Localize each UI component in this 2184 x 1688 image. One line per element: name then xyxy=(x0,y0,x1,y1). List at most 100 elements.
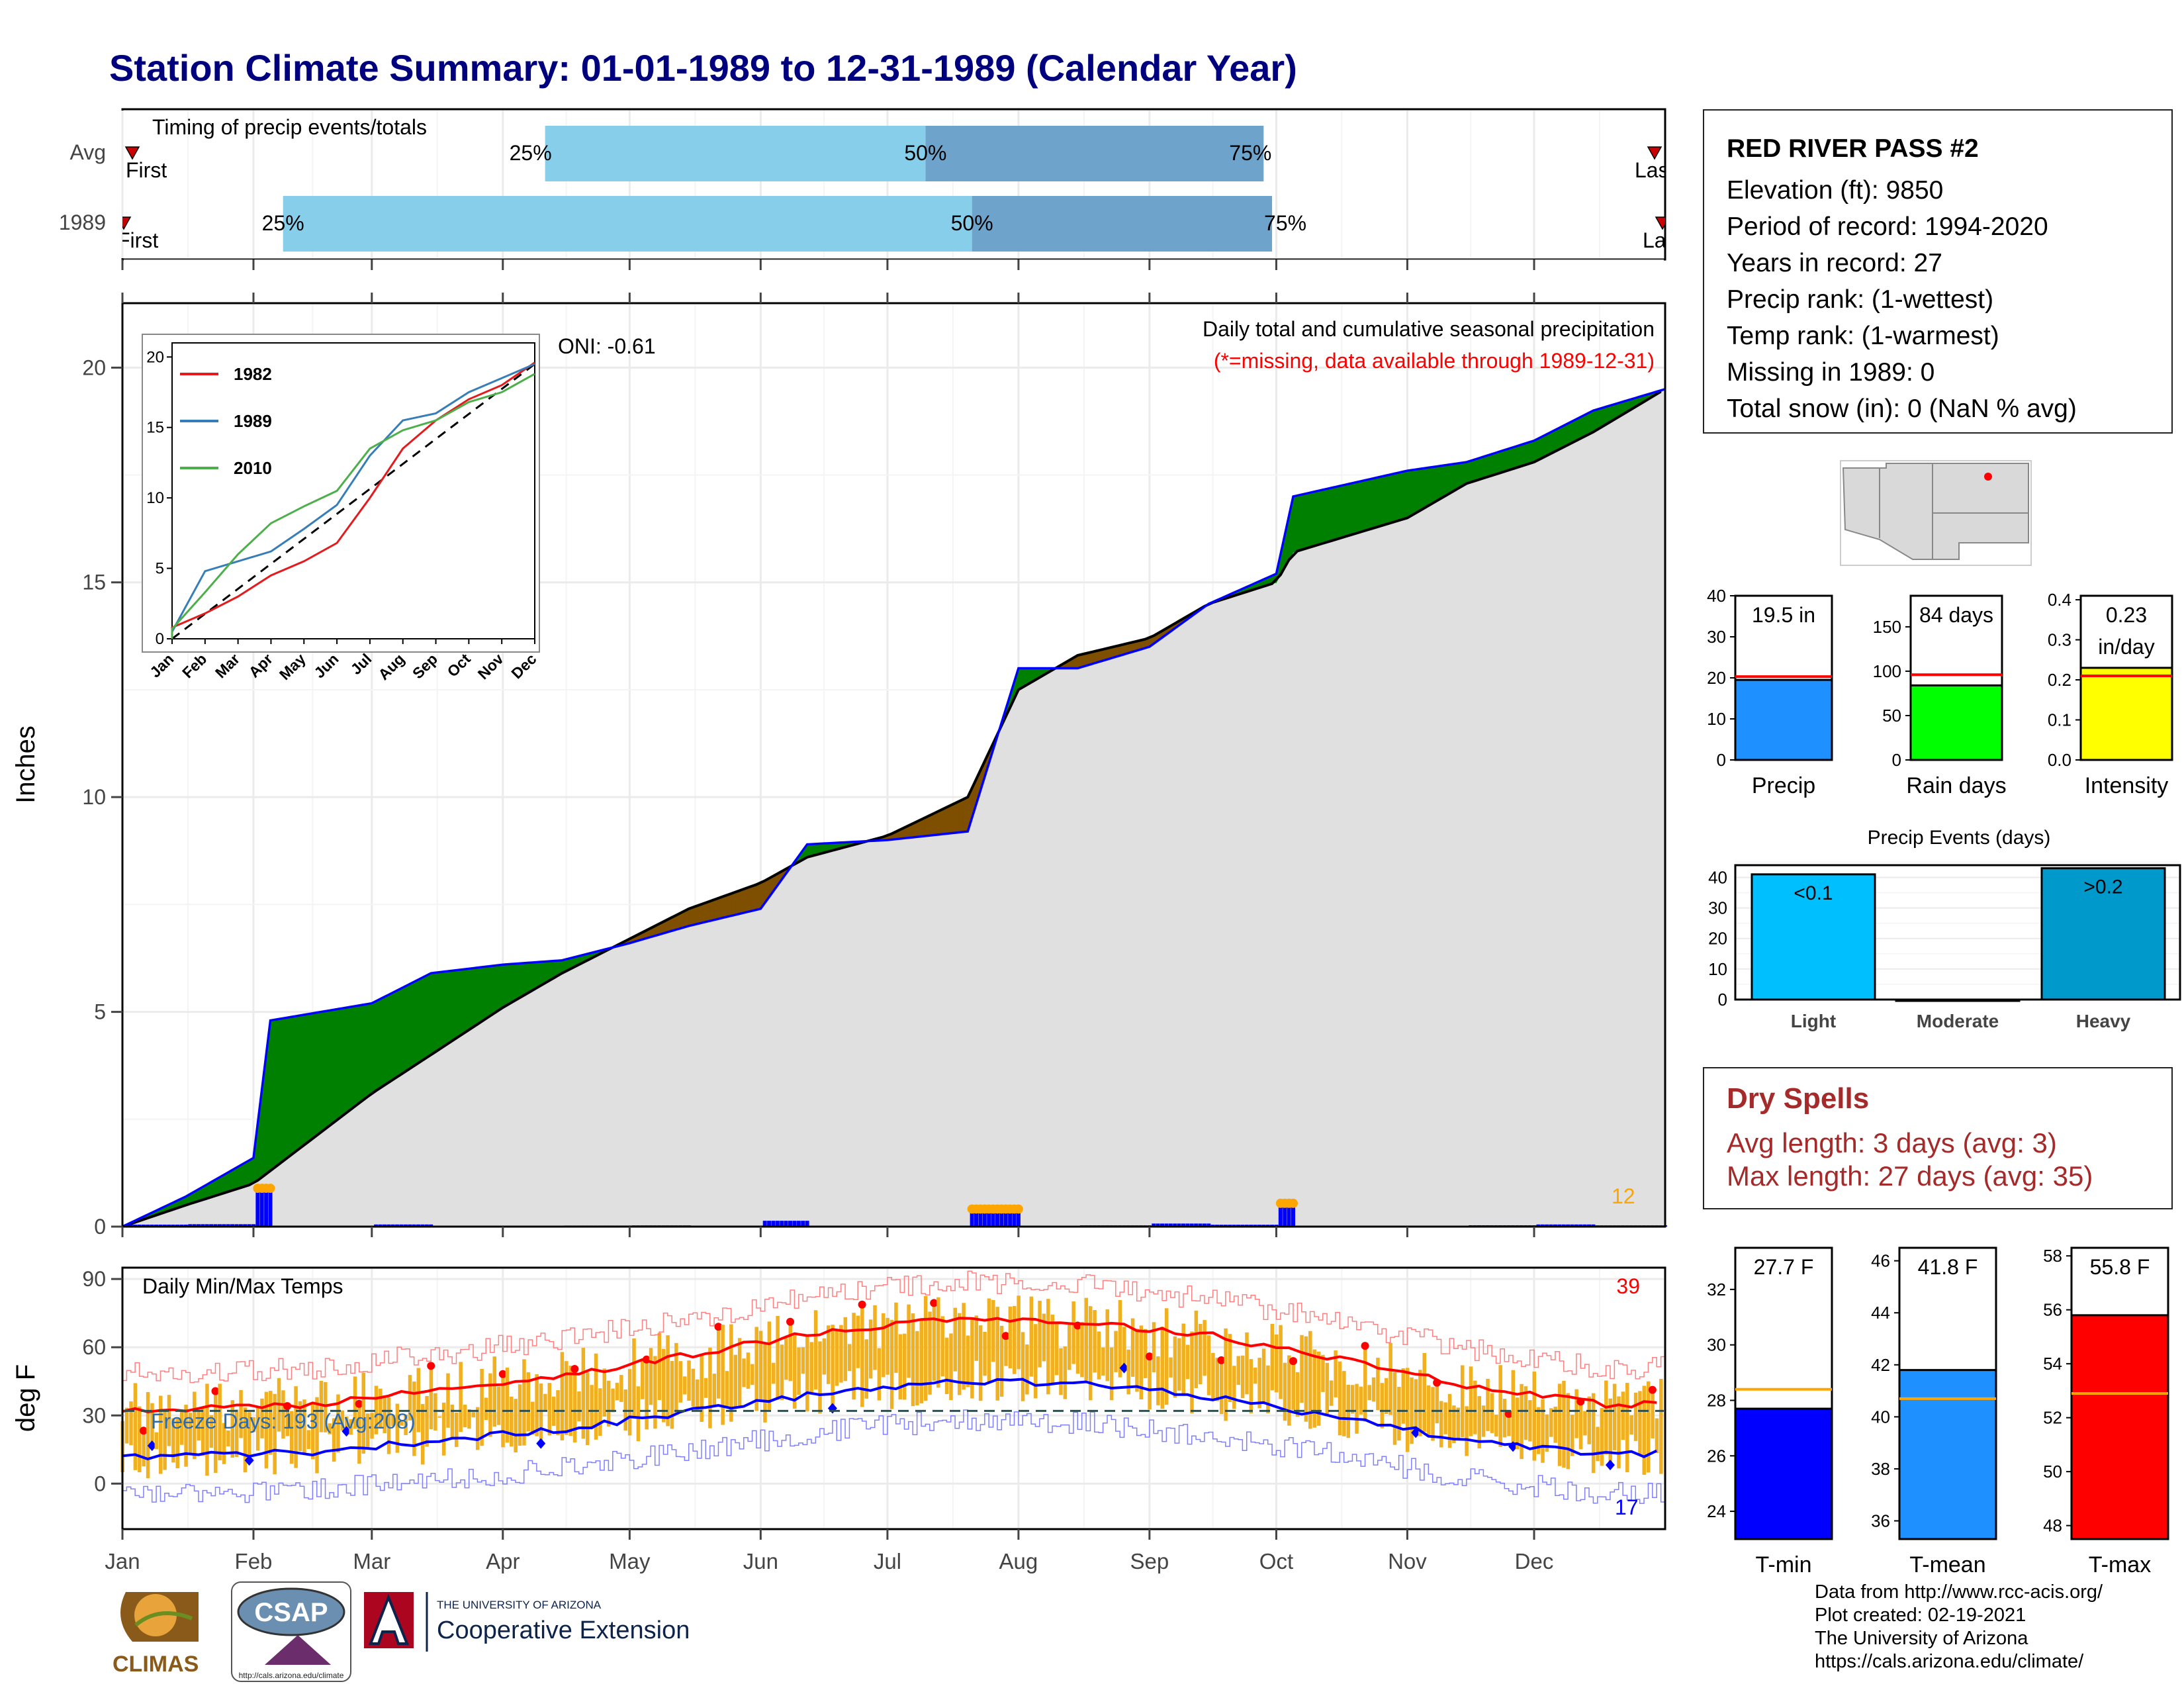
daily-temp-bar xyxy=(649,1348,653,1405)
month-label: Jan xyxy=(105,1549,140,1573)
last-marker xyxy=(1647,146,1662,160)
anomaly-fill xyxy=(341,1007,347,1117)
daily-temp-bar xyxy=(949,1333,953,1401)
daily-temp-bar xyxy=(641,1361,645,1399)
daily-temp-bar xyxy=(129,1401,133,1446)
record-high-marker xyxy=(1289,1357,1298,1366)
timing-p75-label: 75% xyxy=(1264,211,1306,235)
anomaly-fill xyxy=(1339,485,1345,539)
anomaly-fill xyxy=(1398,471,1404,521)
daily-temp-bar xyxy=(234,1409,239,1457)
anomaly-fill xyxy=(435,972,440,1053)
heavy-precip-marker xyxy=(265,1184,275,1194)
daily-temp-bar xyxy=(700,1354,704,1423)
daily-temp-bar xyxy=(716,1327,721,1399)
daily-temp-bar xyxy=(932,1303,936,1381)
anomaly-fill xyxy=(697,904,702,925)
daily-temp-bar xyxy=(758,1331,763,1401)
daily-temp-bar xyxy=(1520,1383,1524,1460)
daily-temp-bar xyxy=(505,1367,510,1443)
daily-temp-bar xyxy=(425,1395,429,1447)
daily-temp-bar xyxy=(733,1354,738,1407)
daily-temp-bar xyxy=(1156,1356,1160,1405)
anomaly-fill xyxy=(283,1017,288,1162)
anomaly-fill xyxy=(1314,490,1319,547)
daily-temp-bar xyxy=(1203,1320,1206,1376)
year-cumulative-line xyxy=(122,388,1666,1228)
daily-precip-bar xyxy=(1152,1223,1156,1227)
daily-temp-bar xyxy=(556,1390,560,1436)
csap-text: CSAP xyxy=(254,1598,328,1627)
station-precip-rank: Precip rank: (1-wettest) xyxy=(1727,285,1994,314)
daily-temp-bar xyxy=(1253,1367,1257,1384)
daily-precip-bar xyxy=(974,1213,979,1227)
daily-precip-bar xyxy=(1008,1213,1013,1227)
record-low-marker xyxy=(1119,1362,1129,1374)
daily-temp-bar xyxy=(526,1372,531,1432)
daily-temp-bar xyxy=(1160,1327,1165,1409)
events-bar-label: >0.2 xyxy=(2083,876,2122,898)
daily-temp-bar xyxy=(1013,1305,1017,1374)
daily-temp-bar xyxy=(919,1319,924,1404)
anomaly-fill xyxy=(232,1166,237,1191)
daily-temp-bar xyxy=(387,1397,391,1454)
timing-last-label: Last xyxy=(1643,228,1683,252)
record-high-marker xyxy=(1504,1409,1513,1418)
daily-precip-bar xyxy=(128,1224,133,1227)
daily-temp-bar xyxy=(577,1391,581,1422)
daily-temp-bar xyxy=(1236,1356,1240,1385)
stat-ytick-label: 0.2 xyxy=(2048,670,2071,690)
anomaly-fill xyxy=(426,972,432,1058)
daily-temp-bar xyxy=(1075,1325,1080,1374)
daily-temp-bar xyxy=(873,1305,877,1370)
daily-temp-bar xyxy=(598,1388,602,1436)
events-ytick-label: 10 xyxy=(1708,959,1727,979)
daily-temp-bar xyxy=(1507,1413,1511,1436)
daily-temp-bar xyxy=(1033,1324,1038,1399)
anomaly-fill xyxy=(938,808,943,835)
daily-precip-bar xyxy=(124,1224,129,1227)
daily-temp-bar xyxy=(289,1411,294,1464)
station-years: Years in record: 27 xyxy=(1727,249,1942,277)
daily-precip-bar xyxy=(412,1224,416,1227)
daily-temp-bar xyxy=(839,1325,843,1383)
anomaly-fill xyxy=(490,965,495,1017)
daily-temp-bar xyxy=(518,1384,522,1446)
daily-temp-bar xyxy=(966,1335,970,1387)
daily-temp-bar xyxy=(1414,1379,1418,1433)
daily-precip-bar xyxy=(1591,1224,1596,1227)
timing-p75-label: 75% xyxy=(1229,141,1271,165)
daily-temp-bar xyxy=(645,1359,649,1430)
daily-temp-bar xyxy=(1185,1344,1190,1380)
temp-panel: Daily Min/Max Temps 39 17 Freeze Days: 1… xyxy=(11,1266,1666,1530)
stat-ytick-label: 150 xyxy=(1873,617,1901,637)
inset-ytick-label: 15 xyxy=(146,419,164,437)
daily-precip-bar xyxy=(382,1224,387,1227)
anomaly-fill xyxy=(1330,486,1336,541)
daily-precip-bar xyxy=(158,1224,163,1227)
precip-max-count: 12 xyxy=(1612,1184,1635,1208)
stat-category-label: T-mean xyxy=(1909,1552,1985,1577)
daily-temp-bar xyxy=(1439,1401,1443,1448)
timing-title: Timing of precip events/totals xyxy=(152,115,427,139)
daily-temp-bar xyxy=(319,1380,324,1432)
daily-temp-bar xyxy=(805,1336,809,1412)
daily-precip-bar xyxy=(1557,1224,1562,1227)
timing-first-label: First xyxy=(126,158,167,182)
daily-temp-bar xyxy=(1596,1427,1600,1462)
anomaly-fill xyxy=(1305,492,1311,549)
daily-temp-bar xyxy=(864,1339,868,1399)
daily-temp-bar xyxy=(767,1321,772,1410)
anomaly-fill xyxy=(396,988,402,1078)
daily-temp-bar xyxy=(1088,1306,1093,1401)
anomaly-fill xyxy=(1584,412,1590,437)
daily-temp-bar xyxy=(661,1348,666,1423)
daily-temp-bar xyxy=(1148,1356,1152,1410)
month-label: Jun xyxy=(743,1549,778,1573)
daily-precip-bar xyxy=(1181,1223,1185,1227)
anomaly-fill xyxy=(1521,442,1526,467)
daily-temp-bar xyxy=(484,1397,488,1421)
anomaly-fill xyxy=(1580,414,1586,440)
daily-precip-bar xyxy=(226,1224,230,1227)
anomaly-fill xyxy=(456,969,461,1039)
